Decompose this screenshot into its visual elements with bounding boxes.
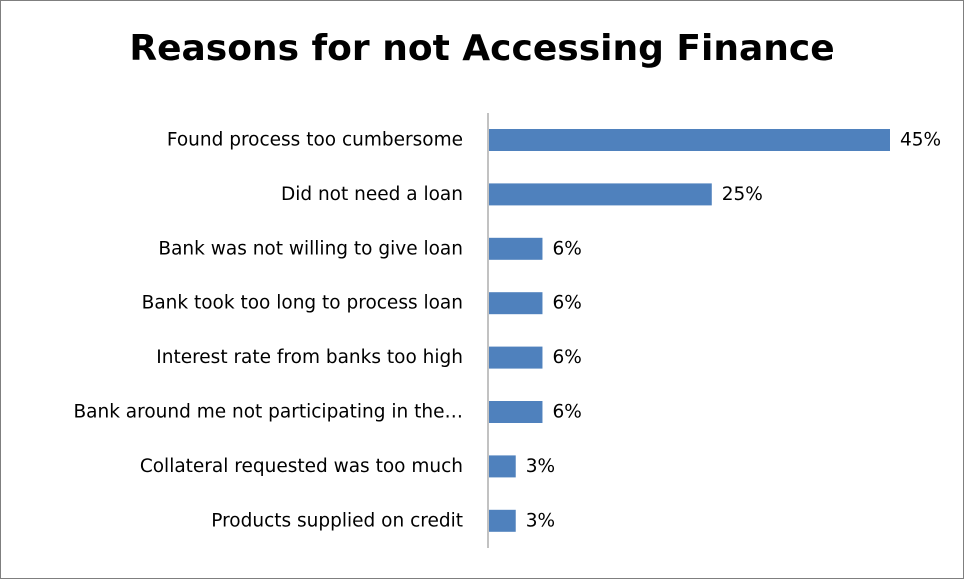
bar [489,129,890,151]
value-label: 25% [722,184,763,205]
value-label: 3% [526,456,555,477]
bar [489,292,543,315]
value-label: 6% [552,293,581,314]
bar [489,237,543,260]
value-label: 6% [552,402,581,423]
bar [489,401,543,423]
bar [489,183,712,206]
category-label: Bank was not willing to give loan [158,238,463,259]
category-label: Interest rate from banks too high [156,347,463,368]
category-label: Collateral requested was too much [140,456,463,477]
value-label: 3% [526,510,555,531]
value-label: 6% [552,238,581,259]
category-label: Bank took too long to process loan [142,293,463,314]
chart-title: Reasons for not Accessing Finance [129,28,835,69]
value-label: 6% [552,347,581,368]
bar [489,509,516,532]
category-label: Bank around me not participating in the… [73,402,463,423]
bar [489,455,516,478]
category-label: Products supplied on credit [211,510,463,531]
value-label: 45% [900,130,941,151]
category-label: Found process too cumbersome [167,130,463,151]
bar [489,346,543,369]
category-label: Did not need a loan [281,184,463,205]
